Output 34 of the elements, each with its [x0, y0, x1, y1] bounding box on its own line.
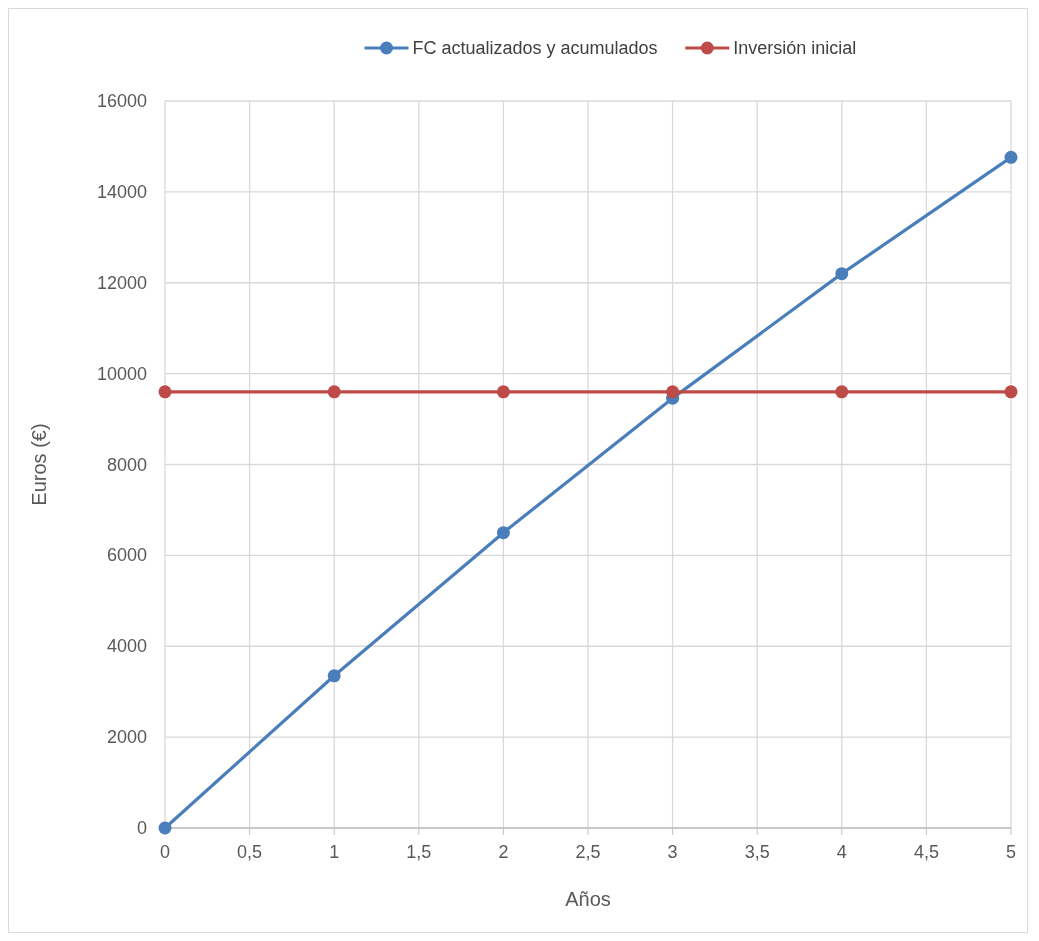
legend-label: Inversión inicial	[733, 38, 857, 58]
x-tick-label: 3	[667, 842, 678, 862]
y-tick-label: 10000	[96, 363, 147, 384]
point	[496, 385, 510, 399]
point	[496, 526, 510, 540]
legend-label: FC actualizados y acumulados	[412, 38, 658, 58]
x-tick-label: 5	[1005, 842, 1017, 862]
y-tick-label: 12000	[96, 272, 147, 293]
y-tick-label: 4000	[106, 636, 147, 657]
point	[158, 385, 172, 399]
y-tick-label: 8000	[106, 454, 147, 475]
y-tick-label: 14000	[96, 181, 147, 202]
x-tick-label: 3,5	[744, 842, 770, 862]
y-tick-label: 6000	[106, 545, 147, 566]
x-tick-label: 4	[836, 842, 847, 862]
point	[327, 669, 341, 683]
point	[1004, 150, 1018, 164]
point	[1004, 385, 1018, 399]
y-tick-label: 2000	[106, 727, 147, 748]
x-axis-title: Años	[565, 888, 611, 910]
y-tick-label: 16000	[96, 91, 147, 111]
x-tick-label: 1,5	[406, 842, 432, 862]
point	[327, 385, 341, 399]
y-tick-label: 0	[136, 818, 147, 838]
point	[835, 267, 849, 281]
x-tick-label: 2	[498, 842, 509, 862]
point	[666, 385, 680, 399]
y-axis-title: Euros (€)	[28, 423, 50, 506]
x-tick-label: 0	[159, 842, 171, 862]
x-tick-label: 2,5	[575, 842, 601, 862]
x-tick-label: 0,5	[237, 842, 263, 862]
x-tick-label: 1	[329, 842, 340, 862]
x-tick-label: 4,5	[913, 842, 939, 862]
point	[835, 385, 849, 399]
